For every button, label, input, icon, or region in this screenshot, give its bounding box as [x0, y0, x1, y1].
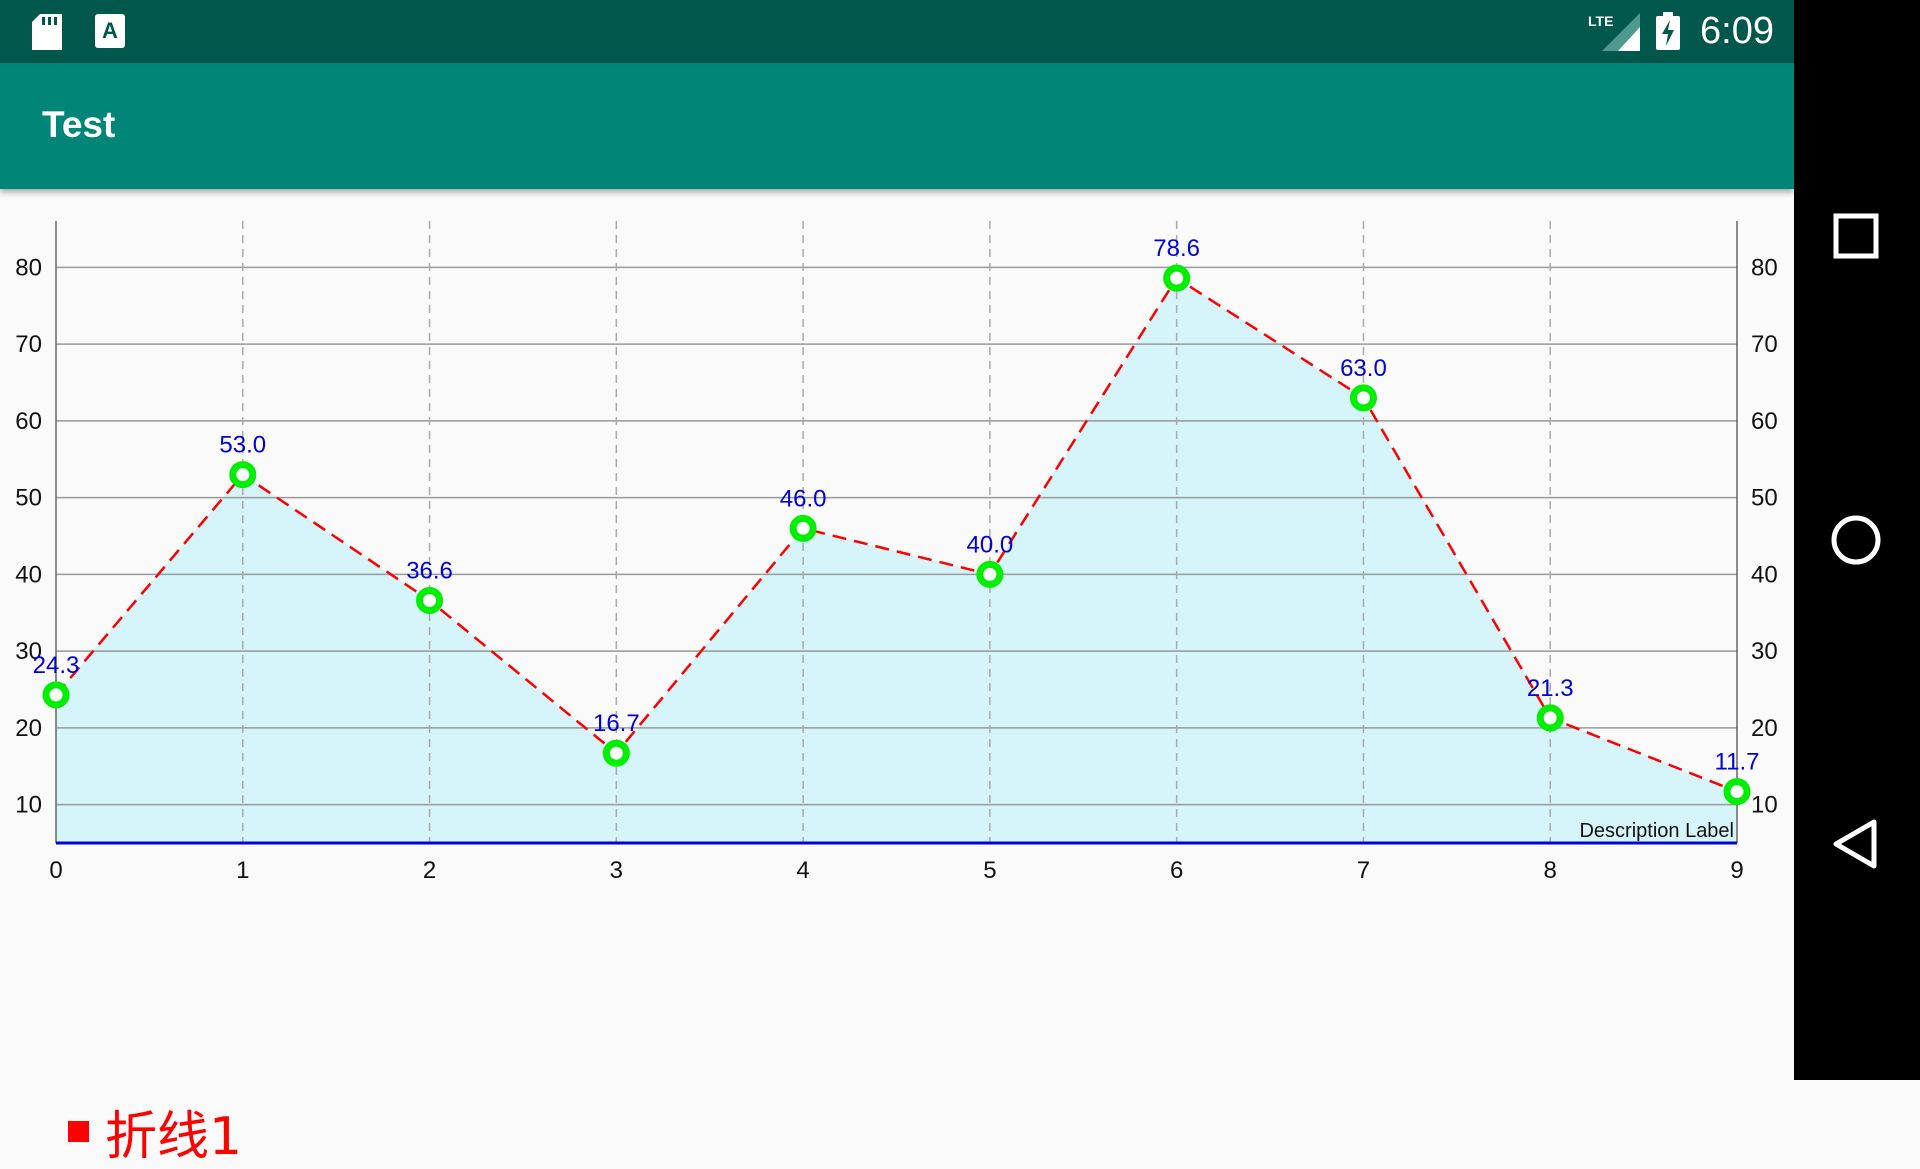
- x-tick-label: 3: [610, 857, 623, 884]
- data-point[interactable]: [416, 586, 444, 614]
- line-chart[interactable]: 10 10 20 20 30 30 40 40 50 50 60 60 70 70 80 80 0 1 2 3 4 5 6 7…: [0, 189, 1794, 1167]
- home-icon: [1831, 515, 1881, 565]
- data-label: 63.0: [1340, 355, 1387, 382]
- legend-swatch: [68, 1120, 89, 1142]
- description-label: Description Label: [1579, 820, 1734, 842]
- x-tick-label: 6: [1170, 857, 1183, 884]
- back-icon: [1833, 819, 1877, 869]
- battery-charging-icon: [1656, 12, 1680, 54]
- data-point[interactable]: [789, 514, 817, 542]
- back-button[interactable]: [1794, 794, 1920, 894]
- data-label: 24.3: [33, 652, 80, 679]
- data-label: 21.3: [1527, 675, 1574, 702]
- recents-button[interactable]: [1794, 186, 1920, 286]
- lte-signal-icon: LTE: [1588, 13, 1640, 55]
- y-tick-label-right: 20: [1751, 715, 1778, 742]
- data-point[interactable]: [1723, 778, 1751, 806]
- chart-canvas: 10 10 20 20 30 30 40 40 50 50 60 60 70 70 80 80 0 1 2 3 4 5 6 7…: [15, 221, 1778, 884]
- legend: 折线1: [68, 1101, 242, 1167]
- y-tick-label-right: 40: [1751, 561, 1778, 588]
- x-tick-label: 4: [796, 857, 809, 884]
- y-tick-label-right: 10: [1751, 792, 1778, 819]
- data-label: 53.0: [219, 432, 266, 459]
- y-tick-label-left: 30: [15, 638, 42, 665]
- y-tick-label-right: 80: [1751, 254, 1778, 281]
- data-label: 16.7: [593, 710, 640, 737]
- status-bar: A LTE 6:09: [0, 0, 1794, 63]
- y-tick-label-right: 50: [1751, 485, 1778, 512]
- app-title: Test: [42, 104, 116, 145]
- y-tick-label-left: 60: [15, 408, 42, 435]
- y-tick-label-left: 20: [15, 715, 42, 742]
- data-point[interactable]: [602, 739, 630, 767]
- y-tick-label-right: 60: [1751, 408, 1778, 435]
- area-fill: [56, 278, 1737, 843]
- x-tick-label: 2: [423, 857, 436, 884]
- data-label: 46.0: [780, 485, 827, 512]
- data-label: 40.0: [967, 531, 1014, 558]
- x-tick-label: 9: [1730, 857, 1743, 884]
- data-label: 11.7: [1715, 749, 1760, 776]
- y-tick-label-left: 50: [15, 485, 42, 512]
- data-label: 36.6: [406, 557, 453, 584]
- data-point[interactable]: [1349, 384, 1377, 412]
- data-point[interactable]: [42, 681, 70, 709]
- x-tick-label: 0: [49, 857, 62, 884]
- y-tick-label-left: 40: [15, 561, 42, 588]
- y-tick-label-left: 10: [15, 792, 42, 819]
- series-line: [55, 276, 1738, 793]
- x-tick-label: 7: [1357, 857, 1370, 884]
- data-point[interactable]: [1163, 264, 1191, 292]
- y-tick-label-left: 70: [15, 331, 42, 358]
- x-tick-label: 1: [236, 857, 249, 884]
- navigation-bar: [1794, 0, 1920, 1080]
- app-bar: Test: [0, 63, 1794, 189]
- y-tick-label-right: 70: [1751, 331, 1778, 358]
- svg-text:A: A: [102, 18, 118, 43]
- lte-label: LTE: [1588, 13, 1613, 29]
- a-notification-icon: A: [95, 14, 125, 52]
- data-point[interactable]: [1536, 704, 1564, 732]
- home-button[interactable]: [1794, 490, 1920, 590]
- recents-icon: [1833, 213, 1879, 259]
- sd-card-icon: [32, 14, 62, 54]
- y-tick-label-left: 80: [15, 254, 42, 281]
- x-tick-label: 5: [983, 857, 996, 884]
- y-tick-label-right: 30: [1751, 638, 1778, 665]
- data-label: 78.6: [1153, 235, 1200, 262]
- clock: 6:09: [1700, 10, 1774, 52]
- x-tick-label: 8: [1544, 857, 1557, 884]
- data-point[interactable]: [976, 560, 1004, 588]
- data-point[interactable]: [229, 461, 257, 489]
- legend-label: 折线1: [105, 1106, 243, 1167]
